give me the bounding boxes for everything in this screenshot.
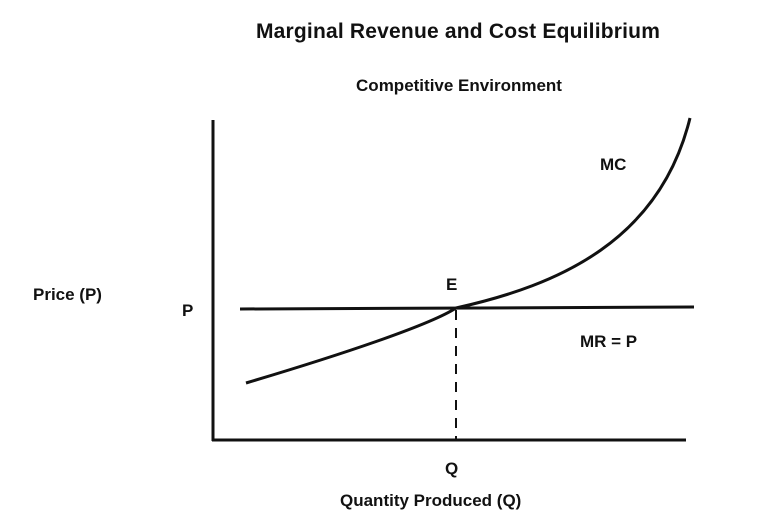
x-axis-label: Quantity Produced (Q) [340,491,522,510]
mr-line [239,305,695,311]
mc-curve-label: MC [600,155,626,174]
x-tick-q: Q [445,459,458,478]
diagram-title: Marginal Revenue and Cost Equilibrium [255,20,661,43]
equilibrium-point-label: E [446,275,457,294]
mr-line-label: MR = P [580,332,637,351]
y-axis-label: Price (P) [33,285,102,304]
y-tick-p: P [182,301,193,320]
mc-curve [245,117,692,385]
diagram-subtitle: Competitive Environment [356,76,562,95]
